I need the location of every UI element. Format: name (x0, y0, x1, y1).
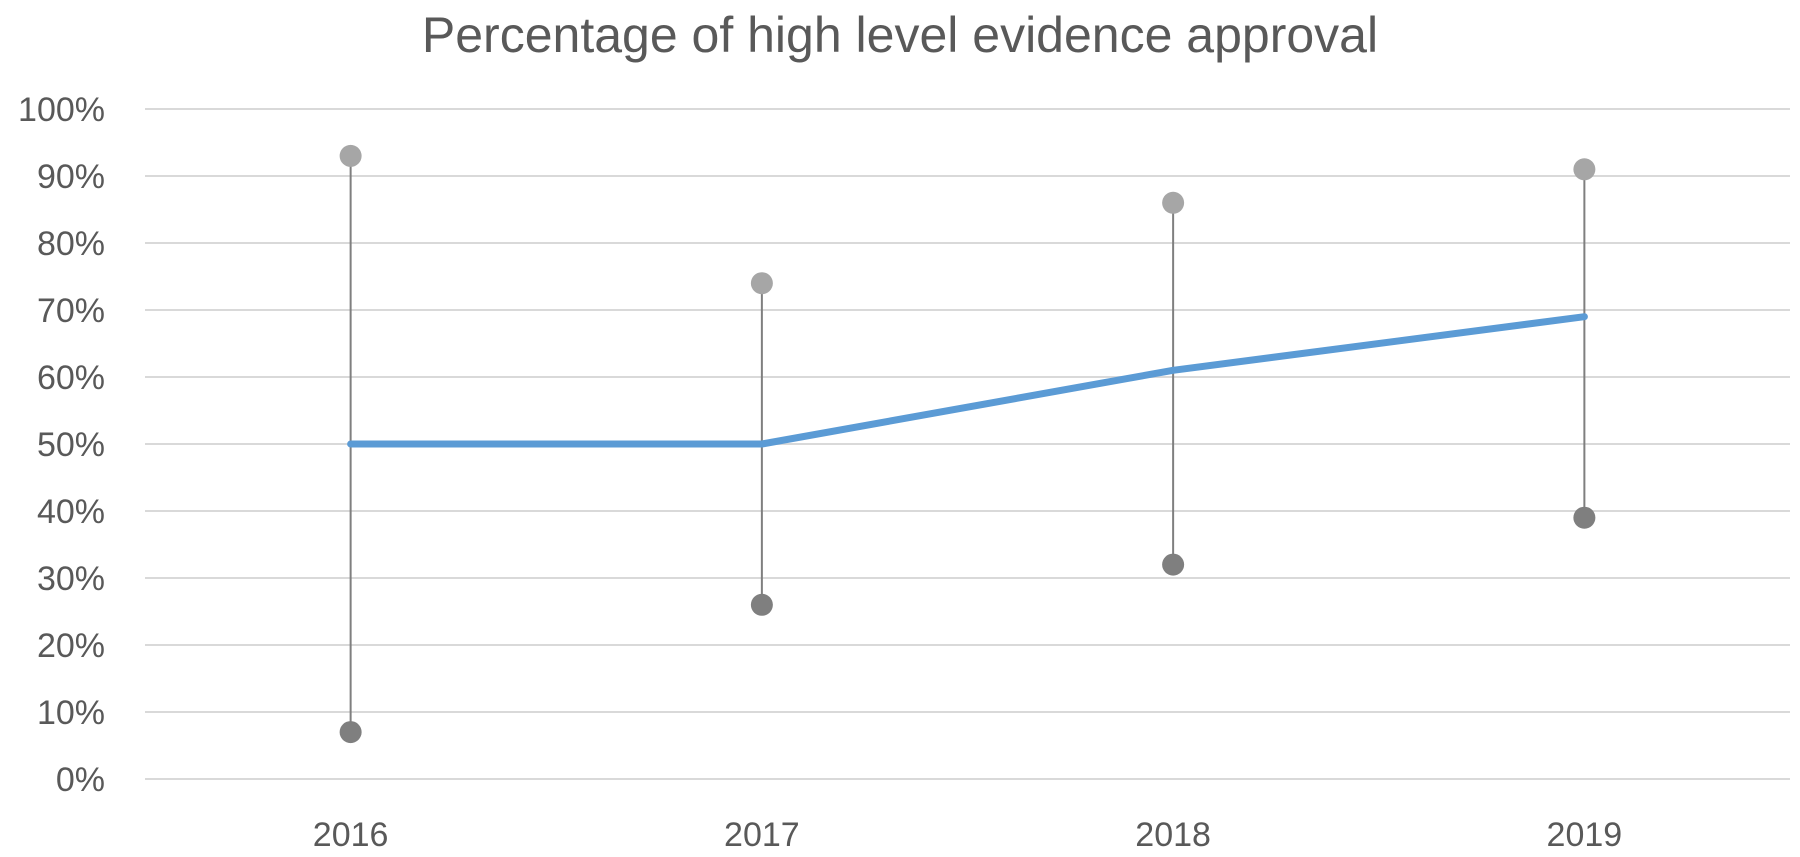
x-tick-label: 2018 (1135, 816, 1211, 854)
y-tick-label: 40% (37, 493, 105, 531)
y-tick-label: 20% (37, 627, 105, 665)
y-axis-tick-labels: 0% 10% 20% 30% 40% 50% 60% 70% 80% 90% 100% (18, 91, 105, 799)
range-markers (339, 144, 1596, 744)
x-tick-label: 2019 (1547, 816, 1623, 854)
y-tick-label: 10% (37, 694, 105, 732)
low-marker (1573, 506, 1596, 529)
x-tick-label: 2016 (313, 816, 389, 854)
low-marker (1162, 553, 1185, 576)
y-tick-label: 100% (18, 91, 105, 129)
y-tick-label: 90% (37, 158, 105, 196)
y-tick-label: 70% (37, 292, 105, 330)
high-marker (1162, 191, 1185, 214)
y-tick-label: 0% (56, 761, 105, 799)
series-lines (347, 313, 1588, 448)
series-line (347, 313, 1588, 448)
high-marker (339, 144, 362, 167)
low-marker (339, 721, 362, 744)
y-tick-label: 60% (37, 359, 105, 397)
y-tick-label: 80% (37, 225, 105, 263)
high-marker (1573, 158, 1596, 181)
x-axis-tick-labels: 2016 2017 2018 2019 (313, 816, 1622, 854)
y-tick-label: 50% (37, 426, 105, 464)
low-marker (750, 593, 773, 616)
high-marker (750, 272, 773, 295)
chart-title: Percentage of high level evidence approv… (422, 7, 1378, 63)
y-tick-label: 30% (37, 560, 105, 598)
x-tick-label: 2017 (724, 816, 800, 854)
